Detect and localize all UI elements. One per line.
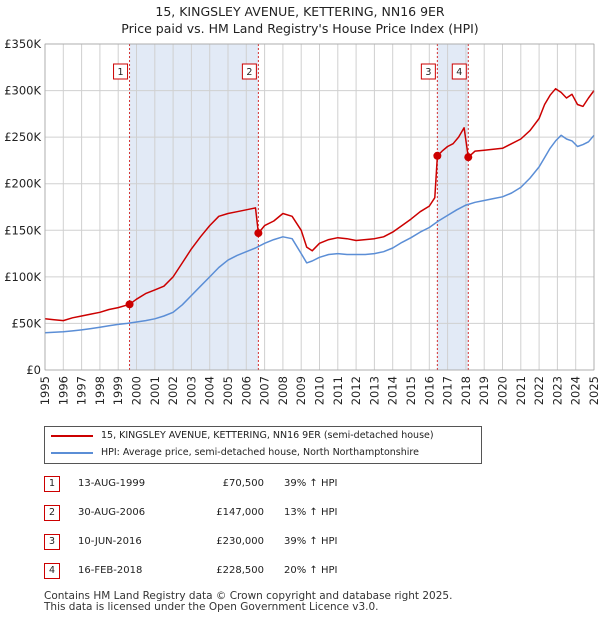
price-chart: 1 2 3 4 £0 £50K £100K £150K £200K £250K £300K £350K… (4, 37, 600, 405)
x-tick-label: 2014 (386, 376, 400, 405)
title-line-1: 15, KINGSLEY AVENUE, KETTERING, NN16 9ER (155, 4, 445, 19)
x-tick-label: 1996 (56, 376, 70, 405)
x-tick-label: 2002 (166, 376, 180, 405)
x-tick-label: 1998 (93, 376, 107, 405)
footer-attribution: Contains HM Land Registry data © Crown c… (44, 591, 452, 613)
sale-badge: 3 (44, 534, 60, 550)
sale-point (433, 151, 442, 160)
sale-badge: 1 (44, 476, 60, 492)
x-tick-label: 2019 (477, 376, 491, 405)
hpi-line (44, 134, 595, 334)
marker-number: 2 (246, 67, 252, 78)
marker-box (113, 63, 129, 80)
x-tick-label: 2025 (587, 376, 600, 405)
y-tick-label: £250K (4, 130, 41, 144)
sale-marker-label: 1 (113, 63, 129, 80)
legend-item-hpi: HPI: Average price, semi-detached house,… (51, 445, 419, 461)
x-tick-label: 2023 (550, 376, 564, 405)
x-tick-label: 1999 (111, 376, 125, 405)
y-tick-label: £150K (4, 223, 41, 237)
sale-hpi-change: 13% ↑ HPI (284, 507, 338, 518)
sale-hpi-change: 20% ↑ HPI (284, 565, 338, 576)
x-tick-label: 2004 (203, 376, 217, 405)
sale-row: 4 16-FEB-2018 £228,500 20% ↑ HPI (44, 561, 464, 581)
sale-point (464, 153, 473, 162)
sale-point (125, 300, 134, 309)
sale-row: 2 30-AUG-2006 £147,000 13% ↑ HPI (44, 503, 464, 523)
sale-price: £228,500 (216, 565, 264, 576)
x-tick-label: 2021 (514, 376, 528, 405)
sale-marker-label: 2 (241, 63, 257, 80)
x-tick-label: 2005 (221, 376, 235, 405)
y-tick-label: £50K (12, 316, 42, 330)
x-tick-label: 1997 (75, 376, 89, 405)
title-line-2: Price paid vs. HM Land Registry's House … (121, 21, 479, 36)
plot-frame (44, 43, 595, 371)
x-tick-label: 2001 (148, 376, 162, 405)
x-tick-label: 2016 (422, 376, 436, 405)
sale-marker-label: 3 (420, 63, 436, 80)
marker-number: 1 (118, 67, 124, 78)
x-tick-label: 2010 (313, 376, 327, 405)
x-tick-label: 2020 (496, 376, 510, 405)
sale-row: 1 13-AUG-1999 £70,500 39% ↑ HPI (44, 474, 464, 494)
x-tick-label: 2017 (441, 376, 455, 405)
sale-point (254, 229, 263, 238)
footer-line-1: Contains HM Land Registry data © Crown c… (44, 590, 453, 602)
legend-label-hpi: HPI: Average price, semi-detached house,… (101, 447, 419, 458)
marker-box (451, 63, 467, 80)
sale-hpi-change: 39% ↑ HPI (284, 478, 338, 489)
footer-line-2: This data is licensed under the Open Gov… (44, 601, 379, 613)
legend-item-property: 15, KINGSLEY AVENUE, KETTERING, NN16 9ER… (51, 428, 434, 444)
sale-marker-label: 4 (451, 63, 467, 80)
x-tick-label: 2006 (239, 376, 253, 405)
sale-badge: 2 (44, 505, 60, 521)
x-tick-label: 2009 (294, 376, 308, 405)
marker-number: 3 (425, 67, 431, 78)
sale-date: 10-JUN-2016 (78, 536, 142, 547)
legend-label-property: 15, KINGSLEY AVENUE, KETTERING, NN16 9ER… (101, 430, 434, 441)
shaded-span (129, 44, 259, 370)
sale-row: 3 10-JUN-2016 £230,000 39% ↑ HPI (44, 532, 464, 552)
property-price-line (44, 87, 595, 322)
x-tick-label: 2003 (184, 376, 198, 405)
x-tick-label: 2013 (367, 376, 381, 405)
sale-date: 16-FEB-2018 (78, 565, 143, 576)
x-tick-label: 2011 (331, 376, 345, 405)
y-tick-label: £300K (4, 84, 41, 98)
x-tick-label: 1995 (38, 376, 52, 405)
y-tick-label: £100K (4, 270, 41, 284)
sale-badge: 4 (44, 563, 60, 579)
property-line-swatch (51, 434, 93, 437)
marker-box (420, 63, 436, 80)
sale-hpi-change: 39% ↑ HPI (284, 536, 338, 547)
sale-date: 13-AUG-1999 (78, 478, 146, 489)
legend: 15, KINGSLEY AVENUE, KETTERING, NN16 9ER… (44, 426, 482, 464)
x-tick-label: 2022 (532, 376, 546, 405)
y-tick-label: £200K (4, 177, 41, 191)
sale-date: 30-AUG-2006 (78, 507, 146, 518)
sale-price: £230,000 (216, 536, 264, 547)
x-tick-label: 2018 (459, 376, 473, 405)
x-tick-label: 2000 (130, 376, 144, 405)
hpi-line-swatch (51, 451, 93, 454)
marker-box (241, 63, 257, 80)
x-tick-label: 2012 (349, 376, 363, 405)
x-tick-label: 2024 (569, 376, 583, 405)
sale-price: £147,000 (216, 507, 264, 518)
y-tick-label: £350K (4, 37, 41, 51)
y-tick-label: £0 (26, 363, 41, 377)
chart-title: 15, KINGSLEY AVENUE, KETTERING, NN16 9ER… (0, 3, 600, 37)
x-tick-label: 2008 (276, 376, 290, 405)
x-tick-label: 2007 (258, 376, 272, 405)
marker-number: 4 (456, 67, 462, 78)
x-tick-label: 2015 (404, 376, 418, 405)
sale-price: £70,500 (222, 478, 264, 489)
